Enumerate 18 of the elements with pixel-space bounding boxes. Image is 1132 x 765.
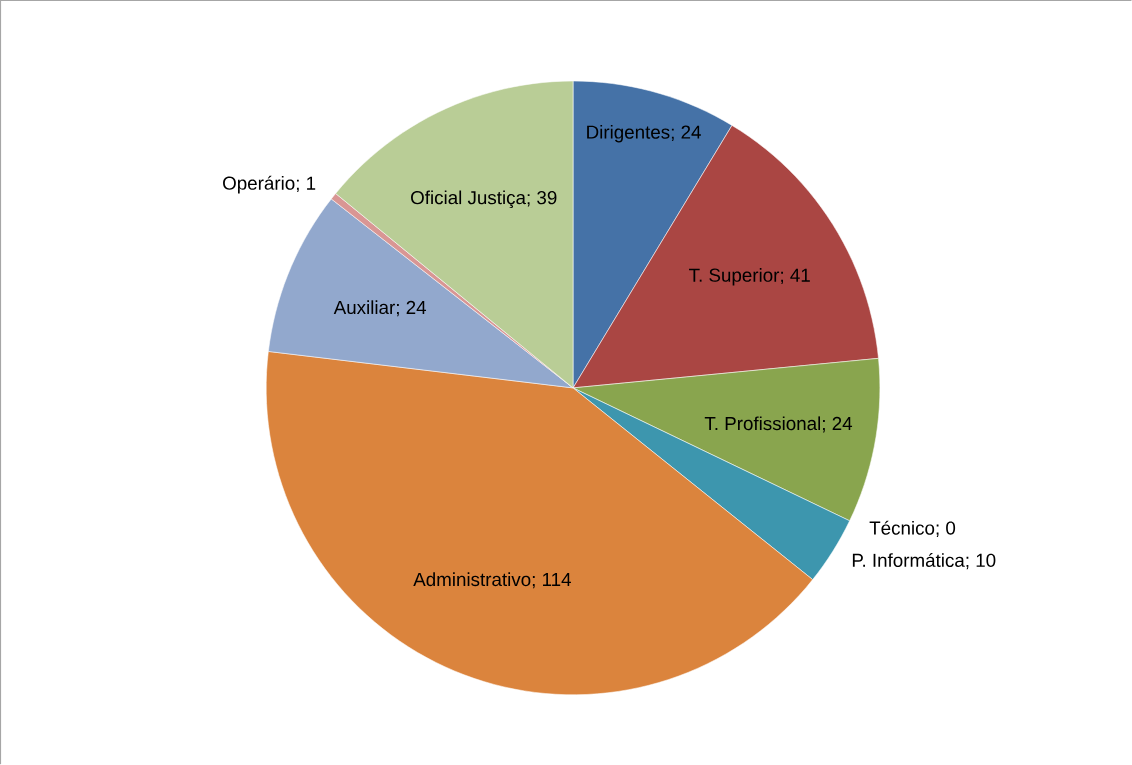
slice-label: Dirigentes [587, 125, 670, 143]
data-label: ; 114 [532, 573, 571, 589]
data-label: ; 10 [966, 553, 996, 570]
text: ; 0 [936, 521, 956, 538]
slice-label: P. Informática [852, 553, 965, 568]
slice-label: Operário [223, 175, 295, 194]
slice-label: T. Superior [689, 268, 780, 286]
slice-label: Oficial Justiça [411, 190, 526, 209]
data-label: ; 41 [781, 268, 810, 285]
slice-label: Auxiliar [333, 300, 395, 315]
data-label: ; 39 [527, 191, 557, 207]
data-label: ; 24 [822, 416, 853, 433]
data-label: ; 24 [671, 125, 701, 142]
data-label: ; 24 [396, 300, 427, 317]
category-label: Técnico [869, 520, 935, 535]
slice-label: T. Profissional [704, 416, 821, 431]
slice-label: Administrativo [413, 572, 531, 587]
data-label: ; 1 [296, 176, 316, 193]
